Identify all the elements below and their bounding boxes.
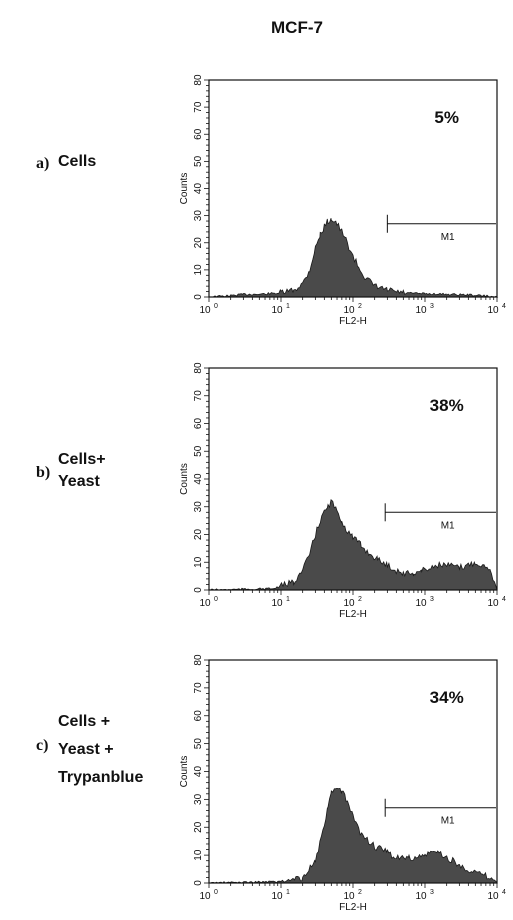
y-tick-label: 70 bbox=[193, 682, 204, 694]
y-tick-label: 30 bbox=[193, 793, 204, 805]
panel-label-text: Cells + Yeast + Trypanblue bbox=[58, 711, 143, 789]
panel-letter: a) bbox=[36, 155, 50, 172]
y-tick-label: 60 bbox=[193, 128, 204, 140]
x-tick-label: 10 bbox=[343, 305, 355, 316]
x-tick-label: 10 bbox=[271, 598, 283, 609]
panel-label-line: Trypanblue bbox=[58, 769, 144, 786]
x-tick-label: 10 bbox=[415, 891, 427, 902]
y-tick-label: 20 bbox=[193, 237, 204, 249]
x-tick-exponent: 1 bbox=[286, 596, 290, 603]
x-tick-exponent: 4 bbox=[502, 596, 506, 603]
y-tick-label: 30 bbox=[193, 501, 204, 513]
x-tick-exponent: 3 bbox=[430, 889, 434, 896]
y-tick-label: 50 bbox=[193, 738, 204, 750]
y-tick-label: 80 bbox=[193, 654, 204, 666]
x-tick-exponent: 4 bbox=[502, 303, 506, 310]
y-axis-title: Counts bbox=[179, 463, 190, 495]
panel-letter: c) bbox=[36, 737, 49, 754]
x-axis-title: FL2-H bbox=[339, 316, 367, 327]
x-tick-label: 10 bbox=[271, 305, 283, 316]
y-tick-label: 10 bbox=[193, 264, 204, 276]
x-tick-exponent: 3 bbox=[430, 596, 434, 603]
y-tick-label: 10 bbox=[193, 849, 204, 861]
histogram-area bbox=[209, 218, 499, 298]
y-tick-label: 70 bbox=[193, 101, 204, 113]
x-axis-title: FL2-H bbox=[339, 902, 367, 913]
y-tick-label: 80 bbox=[193, 362, 204, 374]
x-tick-label: 10 bbox=[343, 598, 355, 609]
x-tick-exponent: 2 bbox=[358, 889, 362, 896]
y-tick-label: 40 bbox=[193, 183, 204, 195]
y-tick-label: 0 bbox=[193, 587, 204, 593]
y-tick-label: 0 bbox=[193, 294, 204, 300]
y-tick-label: 60 bbox=[193, 418, 204, 430]
x-tick-label: 10 bbox=[487, 305, 499, 316]
y-tick-label: 0 bbox=[193, 880, 204, 886]
panel-label-line: Cells + bbox=[58, 713, 111, 730]
y-tick-label: 10 bbox=[193, 556, 204, 568]
x-tick-label: 10 bbox=[199, 598, 211, 609]
y-tick-label: 20 bbox=[193, 821, 204, 833]
x-tick-exponent: 2 bbox=[358, 596, 362, 603]
panel-label-line: Cells+ bbox=[58, 451, 106, 468]
x-tick-exponent: 4 bbox=[502, 889, 506, 896]
y-tick-label: 80 bbox=[193, 74, 204, 86]
marker-label: M1 bbox=[441, 232, 455, 243]
panel-label-text: Cells bbox=[58, 151, 96, 173]
y-tick-label: 60 bbox=[193, 710, 204, 722]
percent-label: 5% bbox=[434, 108, 459, 127]
x-tick-exponent: 3 bbox=[430, 303, 434, 310]
y-tick-label: 50 bbox=[193, 155, 204, 167]
figure-title-text: MCF-7 bbox=[271, 18, 323, 37]
panel-letter: b) bbox=[36, 464, 51, 481]
panel-label-line: Yeast + bbox=[58, 741, 114, 758]
marker-label: M1 bbox=[441, 816, 455, 827]
histogram-area bbox=[209, 499, 498, 591]
y-tick-label: 20 bbox=[193, 529, 204, 541]
x-tick-exponent: 1 bbox=[286, 889, 290, 896]
y-tick-label: 30 bbox=[193, 210, 204, 222]
x-tick-exponent: 1 bbox=[286, 303, 290, 310]
percent-label: 34% bbox=[430, 688, 464, 707]
x-tick-label: 10 bbox=[415, 305, 427, 316]
histogram-area bbox=[208, 787, 498, 884]
x-tick-exponent: 0 bbox=[214, 596, 218, 603]
x-tick-label: 10 bbox=[487, 598, 499, 609]
marker-label: M1 bbox=[441, 520, 455, 531]
x-tick-exponent: 0 bbox=[214, 889, 218, 896]
x-tick-label: 10 bbox=[415, 598, 427, 609]
y-tick-label: 40 bbox=[193, 473, 204, 485]
percent-label: 38% bbox=[430, 396, 464, 415]
panel-label-line: Cells bbox=[58, 153, 97, 170]
x-axis-title: FL2-H bbox=[339, 609, 367, 620]
panel-label-text: Cells+ Yeast bbox=[58, 449, 106, 493]
x-tick-label: 10 bbox=[487, 891, 499, 902]
y-tick-label: 40 bbox=[193, 766, 204, 778]
x-tick-label: 10 bbox=[199, 305, 211, 316]
y-axis-title: Counts bbox=[179, 756, 190, 788]
y-tick-label: 50 bbox=[193, 445, 204, 457]
x-tick-label: 10 bbox=[343, 891, 355, 902]
y-tick-label: 70 bbox=[193, 390, 204, 402]
x-tick-label: 10 bbox=[271, 891, 283, 902]
x-tick-exponent: 0 bbox=[214, 303, 218, 310]
x-tick-label: 10 bbox=[199, 891, 211, 902]
y-axis-title: Counts bbox=[179, 173, 190, 205]
panel-label-line: Yeast bbox=[58, 473, 100, 490]
x-tick-exponent: 2 bbox=[358, 303, 362, 310]
